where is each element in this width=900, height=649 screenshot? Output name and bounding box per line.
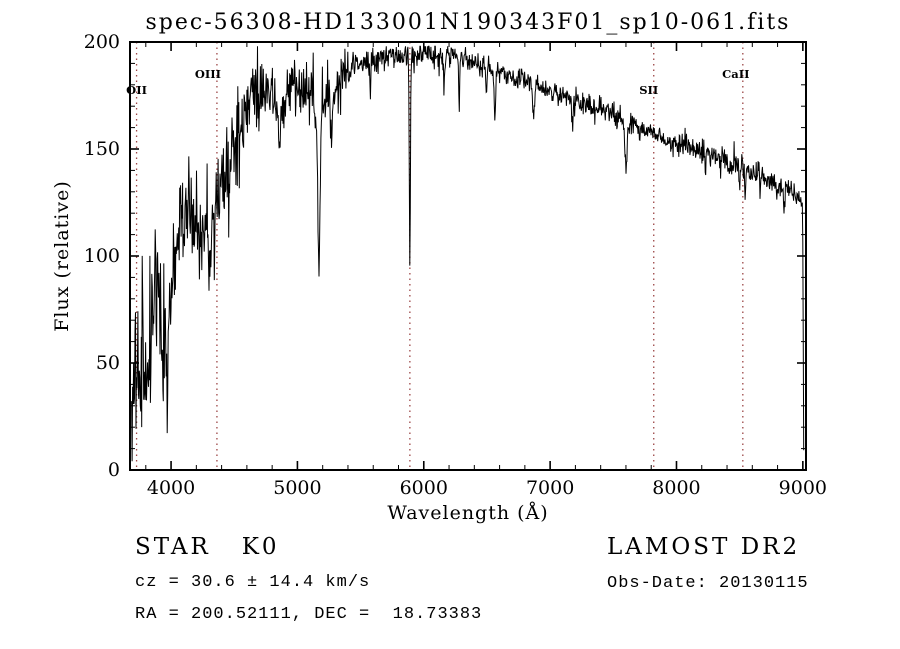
x-tick-label: 8000 (652, 477, 700, 499)
survey-label: LAMOST DR2 (607, 534, 801, 560)
spectrum-line (131, 45, 805, 462)
plot-frame (129, 41, 807, 471)
y-tick-label: 150 (84, 138, 120, 160)
x-tick-label: 7000 (526, 477, 574, 499)
spectral-marker-label: OIII (195, 67, 221, 81)
object-class-label: STAR K0 (135, 534, 280, 560)
ra-dec-value: RA = 200.52111, DEC = 18.73383 (135, 605, 483, 624)
spectral-marker-label: SII (639, 83, 658, 97)
x-tick-label: 6000 (400, 477, 448, 499)
y-tick-label: 200 (84, 31, 120, 53)
x-tick-label: 9000 (779, 477, 827, 499)
spectral-marker-label: CaII (722, 67, 749, 81)
y-tick-label: 50 (96, 352, 120, 374)
page-title: spec-56308-HD133001N190343F01_sp10-061.f… (145, 10, 791, 35)
x-tick-label: 5000 (273, 477, 321, 499)
y-tick-label: 0 (108, 459, 120, 481)
x-axis-title: Wavelength (Å) (387, 502, 549, 524)
cz-value: cz = 30.6 ± 14.4 km/s (135, 573, 371, 592)
spectral-marker-label: OII (126, 83, 147, 97)
obs-date-value: Obs-Date: 20130115 (607, 574, 809, 593)
x-tick-label: 4000 (147, 477, 195, 499)
y-tick-label: 100 (84, 245, 120, 267)
